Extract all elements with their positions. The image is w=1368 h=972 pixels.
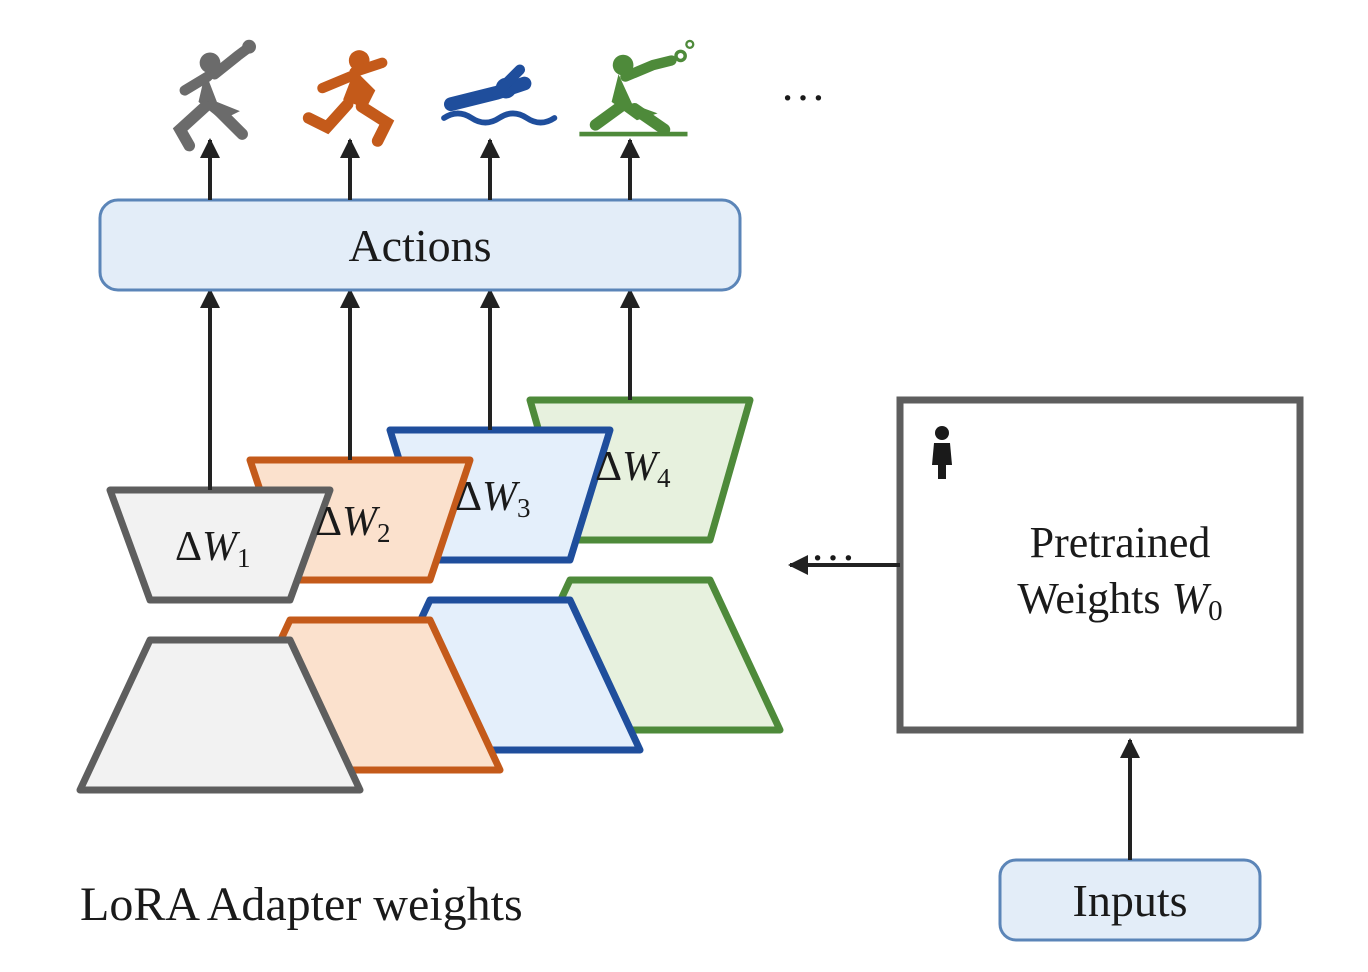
actions-label: Actions: [348, 220, 491, 271]
swimmer-icon: [444, 70, 554, 123]
ellipsis-1: …: [780, 59, 826, 110]
tennis-icon: [579, 41, 693, 134]
actions-panel: Actions: [100, 200, 740, 290]
inputs-label: Inputs: [1073, 875, 1188, 926]
inputs-panel: Inputs: [1000, 860, 1260, 940]
pretrained-line2: Weights W0: [1017, 574, 1222, 627]
runner-icon: [309, 50, 387, 141]
arrows-actions-to-icons: [210, 140, 630, 200]
lora-adapters: [80, 400, 780, 790]
pretrained-box: Pretrained Weights W0: [900, 400, 1300, 730]
pretrained-line1: Pretrained: [1030, 518, 1211, 567]
bottom-caption: LoRA Adapter weights: [80, 878, 523, 931]
handball-icon: [180, 40, 256, 146]
ellipsis-2: …: [810, 519, 856, 570]
